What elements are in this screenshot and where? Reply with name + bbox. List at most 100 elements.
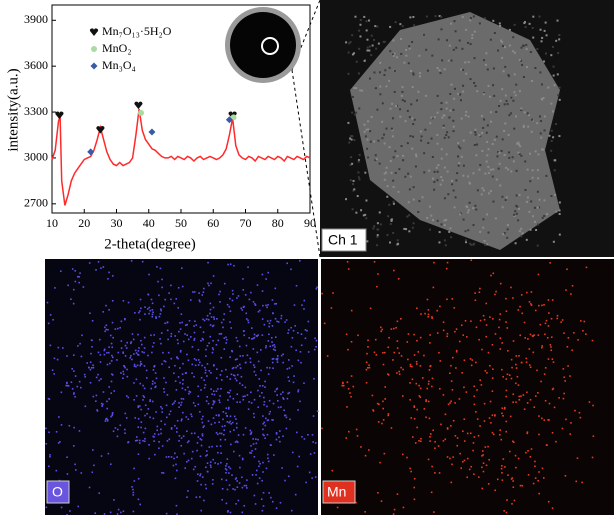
- texture: [285, 427, 288, 430]
- texture: [277, 321, 280, 323]
- texture: [135, 436, 138, 438]
- texture: [521, 63, 524, 66]
- texture: [136, 364, 139, 367]
- texture: [235, 422, 238, 425]
- texture: [489, 168, 492, 171]
- texture: [151, 400, 154, 403]
- texture: [202, 331, 205, 333]
- texture: [474, 84, 477, 87]
- texture: [357, 334, 359, 337]
- texture: [156, 266, 158, 268]
- texture: [218, 333, 221, 335]
- texture: [561, 427, 564, 430]
- texture: [45, 427, 47, 430]
- texture: [209, 308, 212, 311]
- texture: [396, 155, 399, 158]
- texture: [204, 369, 207, 372]
- texture: [533, 206, 536, 209]
- texture: [423, 152, 426, 155]
- texture: [203, 287, 205, 290]
- texture: [556, 19, 559, 22]
- texture: [514, 454, 517, 457]
- texture: [323, 322, 326, 325]
- texture: [479, 379, 482, 381]
- texture: [206, 363, 209, 365]
- texture: [536, 244, 539, 247]
- texture: [225, 471, 227, 474]
- texture: [250, 391, 252, 394]
- texture: [507, 133, 510, 136]
- manganese-label: Mn: [327, 484, 346, 500]
- texture: [231, 474, 233, 476]
- texture: [275, 302, 278, 305]
- texture: [266, 320, 269, 322]
- texture: [181, 285, 184, 288]
- texture: [102, 266, 105, 268]
- texture: [402, 368, 404, 371]
- texture: [443, 197, 446, 200]
- texture: [370, 34, 373, 37]
- texture: [468, 201, 471, 204]
- texture: [167, 338, 169, 341]
- texture: [181, 373, 184, 375]
- texture: [153, 433, 156, 435]
- texture: [226, 511, 229, 513]
- texture: [165, 456, 168, 458]
- texture: [168, 413, 171, 416]
- texture: [315, 345, 317, 348]
- texture: [563, 332, 565, 334]
- texture: [413, 24, 416, 27]
- texture: [475, 411, 477, 413]
- texture: [525, 451, 527, 454]
- texture: [200, 438, 203, 441]
- texture: [229, 263, 232, 266]
- texture: [523, 321, 526, 324]
- texture: [271, 358, 274, 360]
- texture: [221, 487, 224, 490]
- texture: [412, 123, 415, 126]
- texture: [274, 317, 277, 320]
- texture: [465, 28, 468, 31]
- texture: [66, 381, 68, 384]
- texture: [100, 267, 102, 269]
- texture: [451, 298, 454, 300]
- texture: [276, 394, 278, 396]
- texture: [92, 364, 94, 366]
- texture: [66, 384, 69, 387]
- texture: [407, 201, 410, 204]
- texture: [467, 61, 470, 64]
- texture: [236, 340, 239, 342]
- texture: [499, 282, 502, 285]
- texture: [416, 426, 418, 429]
- texture: [466, 476, 468, 479]
- texture: [153, 334, 155, 336]
- texture: [556, 73, 559, 76]
- texture: [267, 460, 270, 463]
- texture: [154, 453, 156, 456]
- texture: [242, 330, 245, 332]
- texture: [462, 430, 464, 433]
- texture: [541, 304, 543, 307]
- texture: [366, 147, 369, 150]
- texture: [132, 338, 135, 341]
- texture: [484, 172, 487, 175]
- texture: [216, 368, 218, 371]
- texture: [147, 354, 149, 357]
- texture: [392, 185, 395, 188]
- texture: [400, 37, 403, 40]
- texture: [530, 303, 532, 305]
- texture: [487, 171, 490, 174]
- texture: [472, 172, 475, 175]
- texture: [367, 345, 369, 348]
- texture: [264, 386, 266, 388]
- texture: [532, 482, 535, 485]
- texture: [455, 179, 458, 182]
- texture: [166, 329, 169, 332]
- texture: [274, 390, 276, 393]
- texture: [401, 25, 404, 28]
- texture: [170, 456, 173, 458]
- texture: [520, 227, 523, 230]
- texture: [72, 445, 75, 447]
- texture: [530, 200, 533, 203]
- texture: [181, 321, 184, 324]
